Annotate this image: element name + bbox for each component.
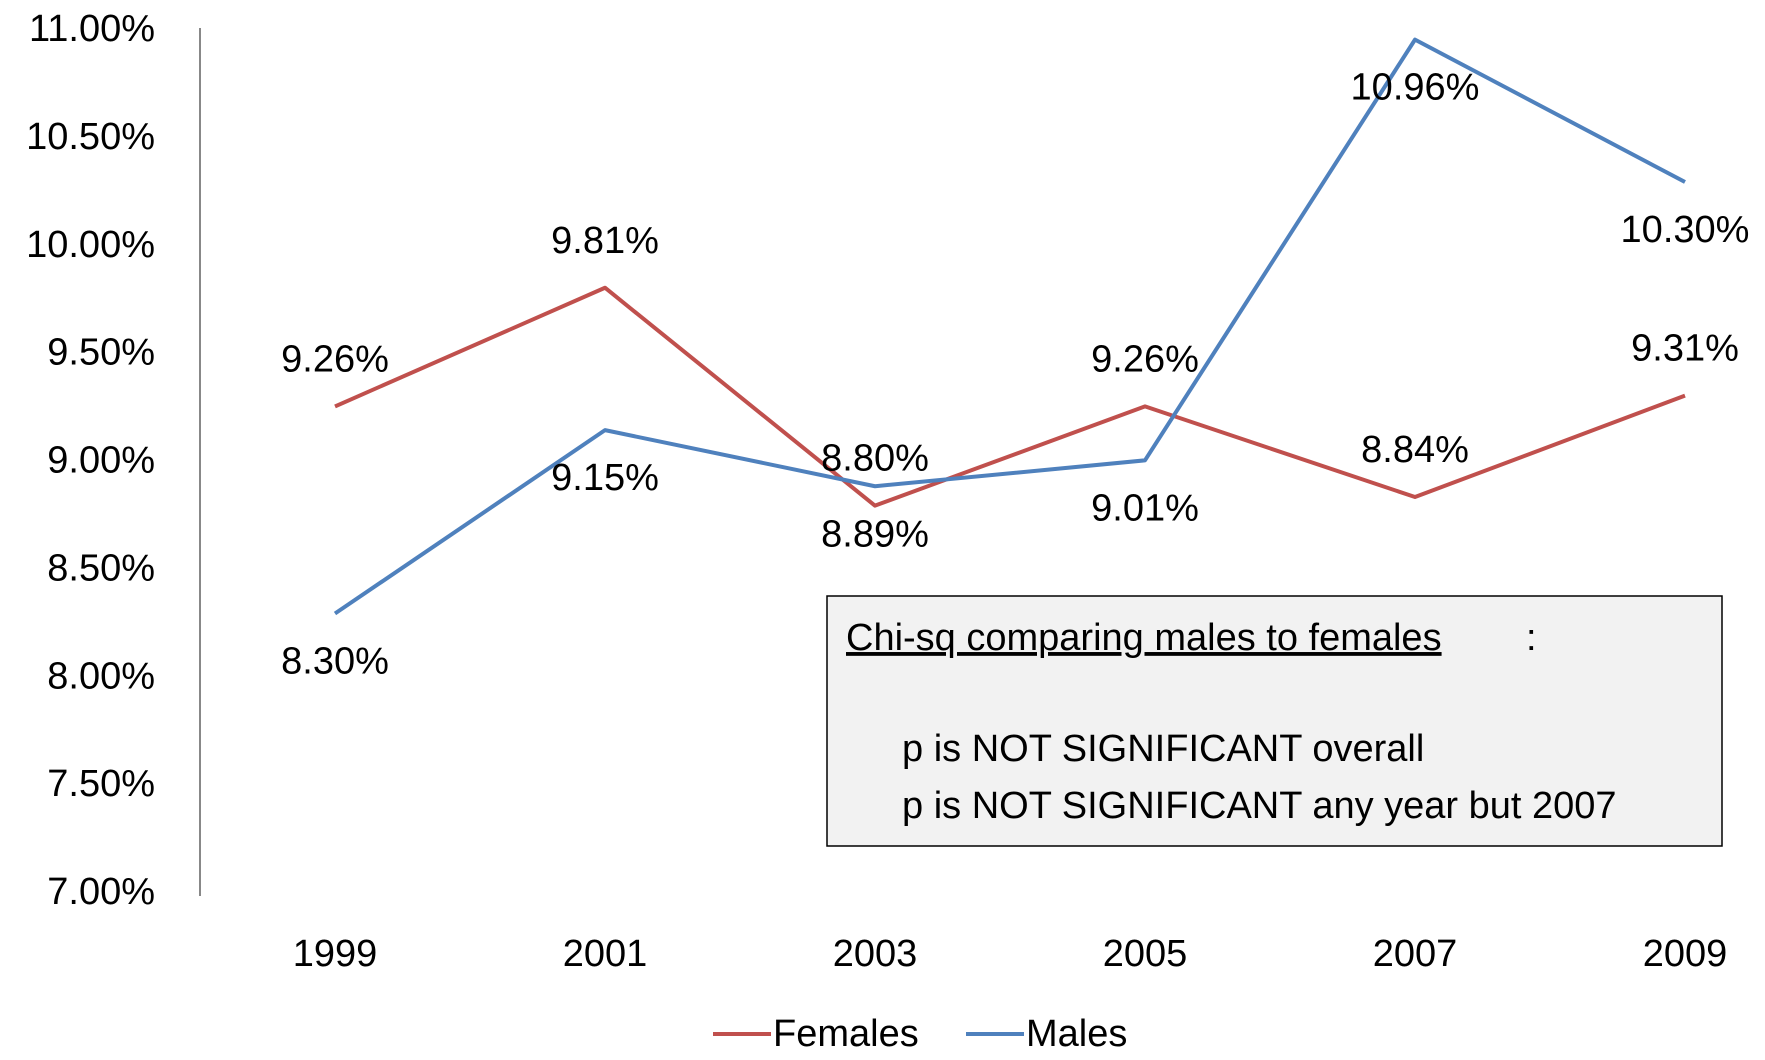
data-label: 9.81%: [551, 220, 659, 262]
series-line: [334, 285, 1686, 508]
annotation-suffix: :: [1526, 617, 1537, 659]
annotation-box: [826, 595, 1723, 847]
data-label: 10.30%: [1621, 209, 1750, 251]
y-tick-label: 11.00%: [29, 8, 155, 50]
data-label: 8.80%: [821, 438, 929, 480]
y-tick-label: 10.50%: [26, 116, 155, 158]
y-tick-label: 8.50%: [47, 547, 155, 589]
data-label: 8.84%: [1361, 429, 1469, 471]
annotation-line: p is NOT SIGNIFICANT any year but 2007: [902, 785, 1617, 827]
series-line: [333, 37, 1686, 616]
x-tick-label: 2007: [1373, 933, 1458, 975]
x-tick-label: 1999: [293, 933, 378, 975]
y-tick-label: 9.00%: [47, 440, 155, 482]
x-tick-label: 2001: [563, 933, 648, 975]
data-label: 9.26%: [1091, 338, 1199, 380]
annotation-heading: Chi-sq comparing males to females: [846, 617, 1442, 659]
data-label: 9.31%: [1631, 328, 1739, 370]
data-label: 9.15%: [551, 457, 659, 499]
y-tick-label: 10.00%: [26, 224, 155, 266]
y-tick-label: 9.50%: [47, 332, 155, 374]
data-label: 9.01%: [1091, 487, 1199, 529]
legend-label: Females: [773, 1013, 919, 1055]
data-label: 8.30%: [281, 641, 389, 683]
annotation-line: p is NOT SIGNIFICANT overall: [902, 728, 1424, 770]
x-tick-label: 2003: [833, 933, 918, 975]
y-tick-label: 7.50%: [47, 763, 155, 805]
legend-label: Males: [1026, 1013, 1127, 1055]
y-tick-label: 7.00%: [47, 871, 155, 913]
data-label: 9.26%: [281, 338, 389, 380]
x-tick-label: 2005: [1103, 933, 1188, 975]
data-label: 8.89%: [821, 513, 929, 555]
x-tick-label: 2009: [1643, 933, 1728, 975]
y-tick-label: 8.00%: [47, 655, 155, 697]
data-label: 10.96%: [1351, 67, 1480, 109]
